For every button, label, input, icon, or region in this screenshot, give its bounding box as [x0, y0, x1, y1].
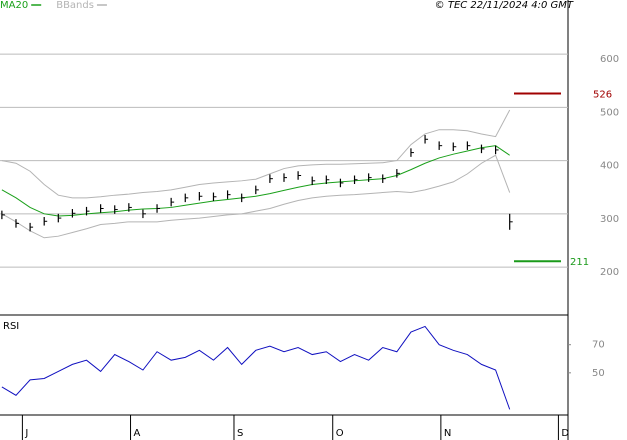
- y-tick-label: 70: [592, 340, 605, 351]
- y-tick-label: 400: [600, 161, 619, 172]
- band-upper: [1, 109, 511, 199]
- y-tick-label: 300: [600, 214, 619, 225]
- legend-label: BBands: [56, 0, 94, 11]
- band-lower: [1, 154, 511, 239]
- level-label: 211: [570, 257, 589, 268]
- x-tick-label: O: [336, 428, 344, 439]
- x-tick-label: N: [444, 428, 451, 439]
- y-tick-label: 500: [600, 107, 619, 118]
- x-tick-label: J: [24, 428, 28, 439]
- legend-label: MA20: [0, 0, 28, 11]
- rsi-line: [1, 325, 511, 410]
- stamp: © TEC 22/11/2024 4:0 GMT: [435, 0, 574, 11]
- x-tick-label: D: [561, 428, 569, 439]
- x-tick-label: A: [134, 428, 141, 439]
- y-tick-label: 50: [592, 368, 605, 379]
- x-tick-label: S: [237, 428, 243, 439]
- y-tick-label: 600: [600, 54, 619, 65]
- y-tick-label: 200: [600, 267, 619, 278]
- level-label: 526: [593, 89, 612, 100]
- panel-title: RSI: [3, 321, 19, 332]
